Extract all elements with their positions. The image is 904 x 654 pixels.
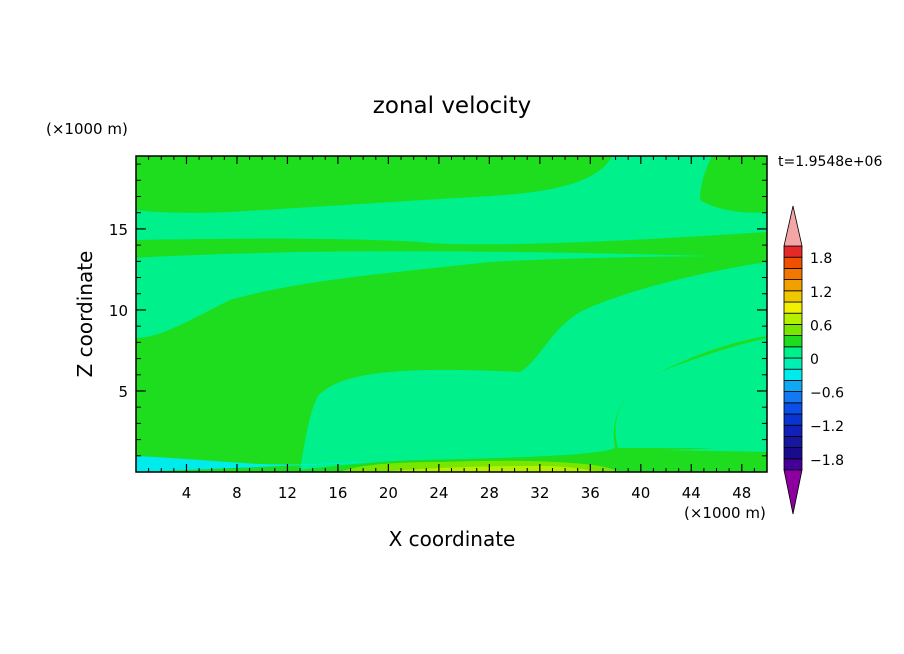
contour-band-upper-strip <box>136 232 767 258</box>
x-axis-ticks: 4 8 12 16 20 24 28 32 36 40 44 48 <box>148 156 755 502</box>
colorbar-swatch <box>783 346 803 359</box>
colorbar-swatch <box>783 368 803 381</box>
y-tick-label: 15 <box>109 221 128 239</box>
colorbar-swatch <box>783 435 803 448</box>
colorbar-tick-label: −0.6 <box>810 386 844 402</box>
contour-field <box>136 156 767 472</box>
colorbar-swatch <box>783 312 803 325</box>
contour-band-bottom-strip <box>136 456 380 472</box>
x-tick-label: 40 <box>631 484 650 502</box>
colorbar-swatch <box>783 256 803 269</box>
y-axis-ticks: 5 10 15 <box>109 163 767 457</box>
x-tick-label: 32 <box>530 484 549 502</box>
colorbar-tick-label: −1.8 <box>810 453 844 469</box>
contour-band-lower-left <box>300 262 767 470</box>
colorbar-swatch <box>783 379 803 392</box>
contour-band-bottom-yellow-2 <box>380 466 600 472</box>
colorbar-tick-label: 1.8 <box>810 251 832 267</box>
colorbar-swatch <box>783 357 803 370</box>
x-tick-label: 8 <box>232 484 242 502</box>
x-tick-label: 12 <box>278 484 297 502</box>
x-axis-unit: (×1000 m) <box>684 504 766 522</box>
colorbar-swatch <box>783 424 803 437</box>
colorbar-swatch <box>783 323 803 336</box>
contour-band-top-right <box>700 156 767 213</box>
x-tick-label: 44 <box>682 484 701 502</box>
x-tick-label: 36 <box>581 484 600 502</box>
x-tick-label: 20 <box>379 484 398 502</box>
colorbar-swatch <box>783 458 803 471</box>
colorbar-swatch <box>783 335 803 348</box>
colorbar-swatch <box>783 301 803 314</box>
colorbar-over-arrow <box>783 205 803 247</box>
colorbar-swatch <box>783 245 803 258</box>
x-tick-label: 28 <box>480 484 499 502</box>
time-label: t=1.9548e+06 <box>778 154 882 170</box>
colorbar-swatch <box>783 447 803 460</box>
colorbar-under-arrow <box>783 469 803 515</box>
colorbar-swatch <box>783 413 803 426</box>
x-tick-label: 16 <box>328 484 347 502</box>
y-tick-label: 10 <box>109 302 128 320</box>
x-tick-label: 24 <box>429 484 448 502</box>
colorbar: −1.8 −1.2 −0.6 0 0.6 1.2 1.8 <box>783 205 844 515</box>
contour-band-right-bottom <box>660 444 767 452</box>
y-tick-label: 5 <box>118 383 128 401</box>
chart-title: zonal velocity <box>373 93 531 119</box>
x-axis-label: X coordinate <box>389 527 516 551</box>
colorbar-swatch <box>783 402 803 415</box>
colorbar-swatch <box>783 290 803 303</box>
colorbar-swatch <box>783 391 803 404</box>
contour-band-top-left <box>136 156 612 213</box>
x-tick-label: 4 <box>182 484 192 502</box>
colorbar-swatch <box>783 267 803 280</box>
y-axis-label: Z coordinate <box>73 251 97 378</box>
colorbar-tick-label: 0 <box>810 352 819 368</box>
colorbar-swatch <box>783 279 803 292</box>
colorbar-tick-label: −1.2 <box>810 419 844 435</box>
colorbar-tick-label: 0.6 <box>810 318 832 334</box>
x-tick-label: 48 <box>732 484 751 502</box>
colorbar-tick-label: 1.2 <box>810 285 832 301</box>
y-axis-unit: (×1000 m) <box>46 120 128 138</box>
